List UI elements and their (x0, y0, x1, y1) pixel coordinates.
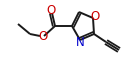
Text: N: N (76, 36, 84, 48)
Text: O: O (46, 5, 56, 18)
Text: O: O (38, 30, 48, 43)
Text: O: O (90, 10, 100, 23)
